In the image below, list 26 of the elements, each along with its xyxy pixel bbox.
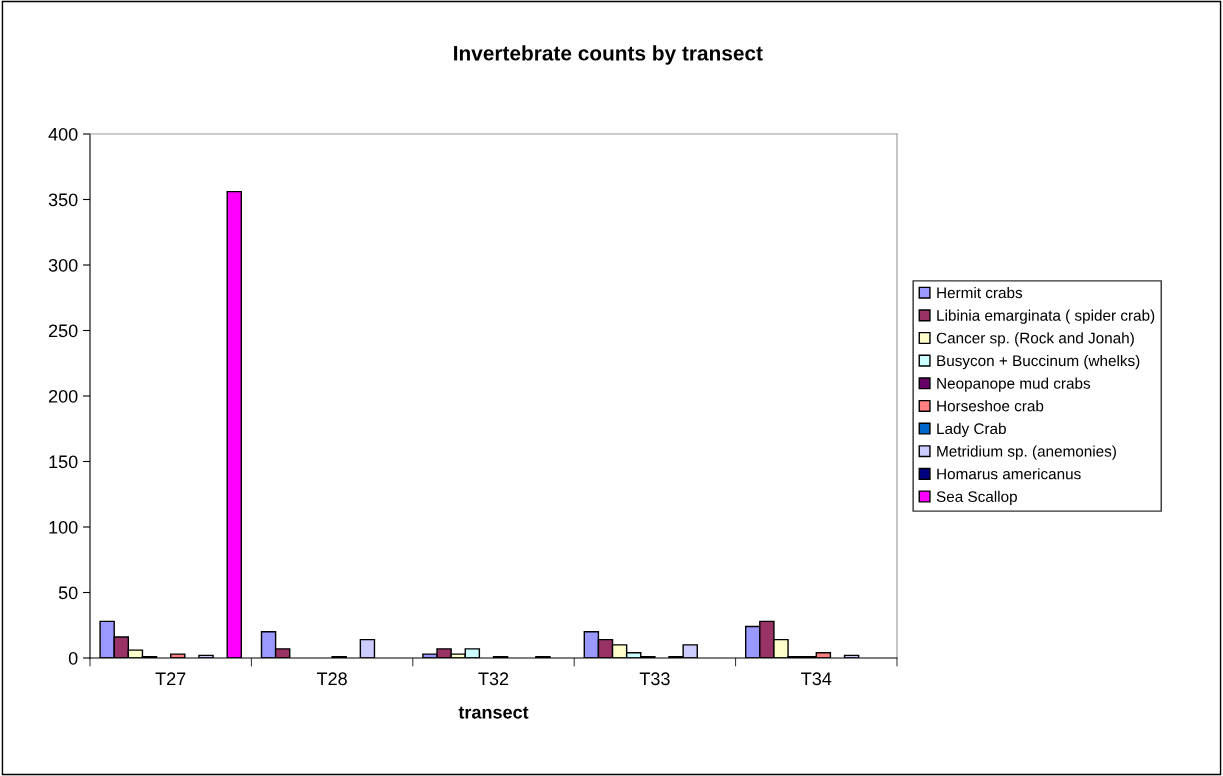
legend-label: Libinia emarginata ( spider crab) [937,309,1155,324]
chart-title: Invertebrate counts by transect [454,45,763,65]
legend-label: Cancer sp. (Rock and Jonah) [936,332,1134,347]
y-tick-label: 0 [68,651,78,665]
y-tick-label: 200 [48,389,78,403]
legend-label: Metridium sp. (anemonies) [937,445,1116,460]
legend-label: Horseshoe crab [937,400,1044,412]
y-tick-label: 50 [58,586,78,600]
x-tick-label: T32 [478,672,509,686]
legend-label: Lady Crab [937,422,1006,438]
y-tick-label: 400 [48,127,78,141]
y-tick-label: 100 [49,520,78,534]
legend-label: Homarus americanus [937,468,1081,480]
legend-label: Sea Scallop [936,490,1017,506]
legend-label: Neopanope mud crabs [937,377,1091,392]
x-tick-label: T27 [155,672,186,685]
x-axis-title: transect [458,706,529,719]
y-tick-label: 150 [49,455,78,469]
legend-label: Hermit crabs [937,286,1023,299]
y-tick-label: 250 [48,324,78,338]
y-tick-label: 300 [48,258,78,272]
x-tick-label: T28 [316,672,347,686]
y-tick-label: 350 [48,193,78,207]
legend-label: Busycon + Buccinum (whelks) [937,354,1140,370]
x-tick-label: T34 [801,672,832,686]
x-tick-label: T33 [639,672,670,686]
